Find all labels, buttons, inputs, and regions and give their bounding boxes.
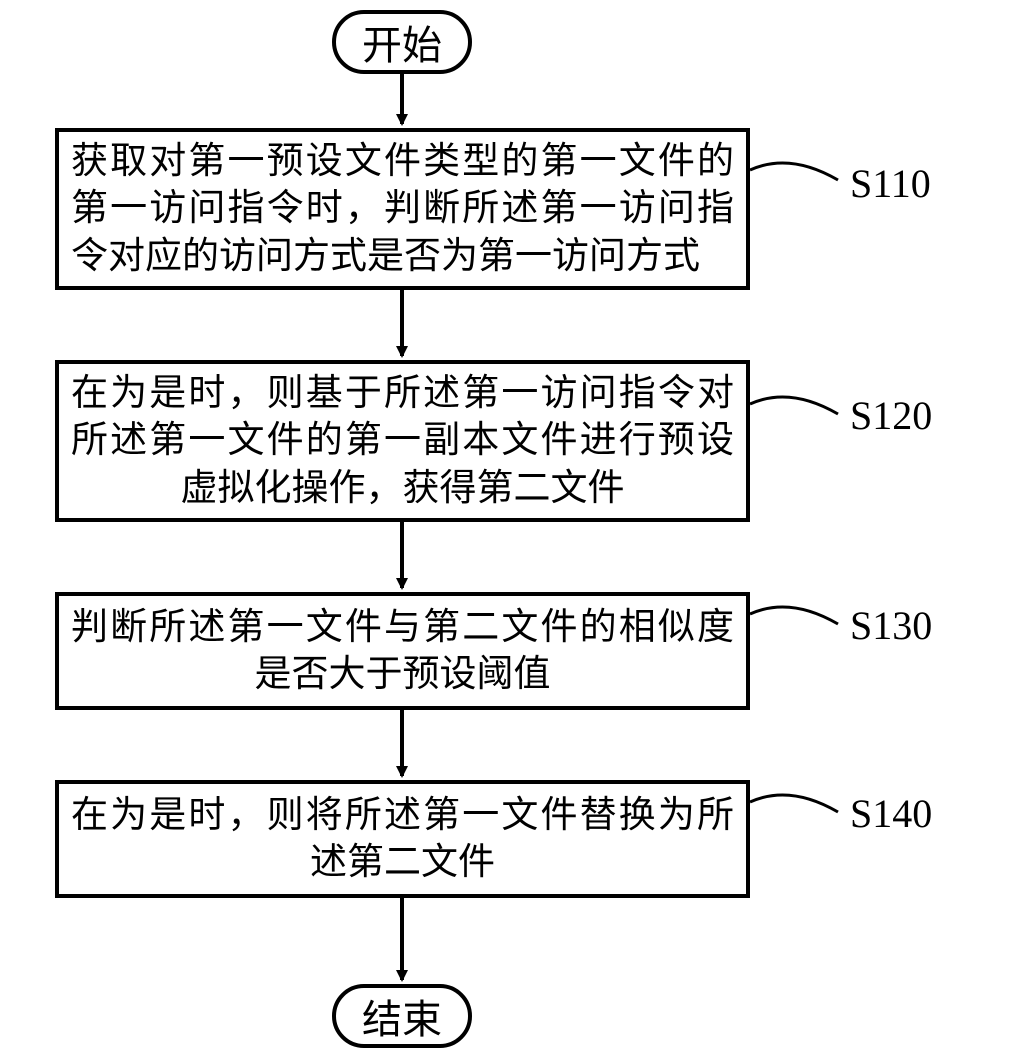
- process-s110: 获取对第一预设文件类型的第一文件的第一访问指令时，判断所述第一访问指令对应的访问…: [55, 128, 750, 290]
- process-s130-text: 判断所述第一文件与第二文件的相似度是否大于预设阈值: [71, 604, 734, 699]
- start-terminator: 开始: [332, 10, 472, 74]
- step-label-s130: S130: [850, 602, 932, 649]
- leader-s120: [750, 397, 838, 414]
- process-s140-text: 在为是时，则将所述第一文件替换为所述第二文件: [71, 792, 734, 887]
- process-s130: 判断所述第一文件与第二文件的相似度是否大于预设阈值: [55, 592, 750, 710]
- step-label-s120: S120: [850, 392, 932, 439]
- process-s140: 在为是时，则将所述第一文件替换为所述第二文件: [55, 780, 750, 898]
- leader-s130: [750, 607, 838, 624]
- process-s120-text: 在为是时，则基于所述第一访问指令对所述第一文件的第一副本文件进行预设虚拟化操作，…: [71, 370, 734, 512]
- process-s120: 在为是时，则基于所述第一访问指令对所述第一文件的第一副本文件进行预设虚拟化操作，…: [55, 360, 750, 522]
- start-label: 开始: [362, 13, 442, 71]
- end-label: 结束: [362, 987, 442, 1045]
- step-label-s110: S110: [850, 160, 931, 207]
- leader-lines: [750, 163, 838, 812]
- end-terminator: 结束: [332, 984, 472, 1048]
- leader-s140: [750, 795, 838, 812]
- process-s110-text: 获取对第一预设文件类型的第一文件的第一访问指令时，判断所述第一访问指令对应的访问…: [71, 138, 734, 280]
- flowchart-container: 开始 获取对第一预设文件类型的第一文件的第一访问指令时，判断所述第一访问指令对应…: [0, 0, 1021, 1063]
- step-label-s140: S140: [850, 790, 932, 837]
- leader-s110: [750, 163, 838, 180]
